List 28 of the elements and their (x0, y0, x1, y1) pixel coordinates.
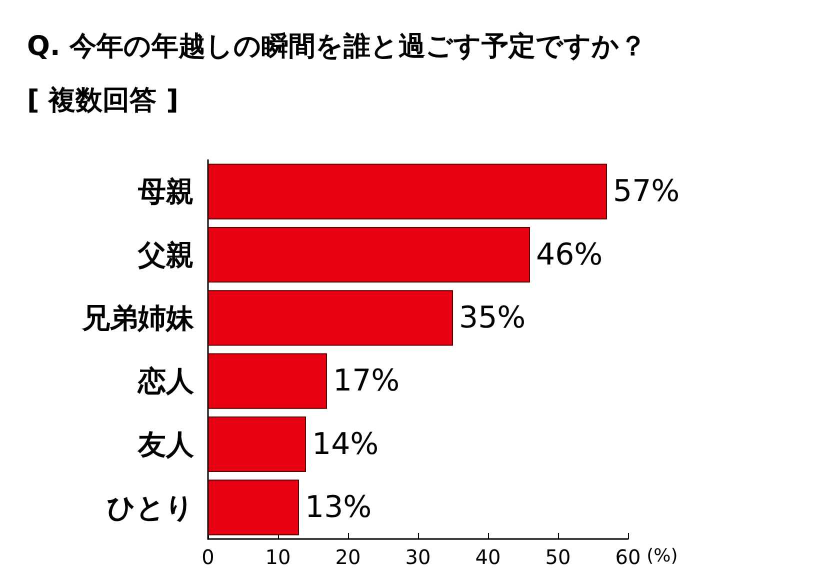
data-label: 13% (305, 490, 372, 525)
bar (208, 290, 453, 346)
x-tick-label: 10 (265, 545, 291, 569)
data-label: 57% (613, 174, 680, 210)
x-tick-label: 20 (335, 545, 361, 569)
y-tick-label: ひとり (107, 490, 194, 524)
data-label: 35% (459, 300, 526, 336)
x-tick-label: 30 (405, 545, 431, 569)
x-axis-title: (%) (646, 546, 678, 566)
x-tick-label: 40 (475, 545, 501, 569)
chart-subtitle: [ 複数回答 ] (27, 85, 178, 116)
bar (208, 480, 299, 536)
data-label: 46% (536, 237, 603, 272)
x-tick-label: 50 (545, 545, 571, 569)
data-label: 14% (312, 426, 379, 462)
bar (208, 164, 607, 220)
x-tick-label: 60 (615, 545, 641, 569)
x-tick-label: 0 (202, 545, 214, 569)
y-tick-label: 母親 (137, 175, 194, 208)
bar (208, 416, 306, 472)
data-label: 17% (333, 364, 400, 399)
bar (208, 353, 327, 409)
y-tick-label: 父親 (137, 238, 194, 272)
chart-title: Q. 今年の年越しの瞬間を誰と過ごす予定ですか？ (27, 31, 647, 62)
bar (208, 226, 530, 283)
y-tick-label: 恋人 (137, 364, 195, 398)
y-tick-label: 友人 (137, 428, 195, 461)
y-tick-label: 兄弟姉妹 (81, 301, 195, 334)
